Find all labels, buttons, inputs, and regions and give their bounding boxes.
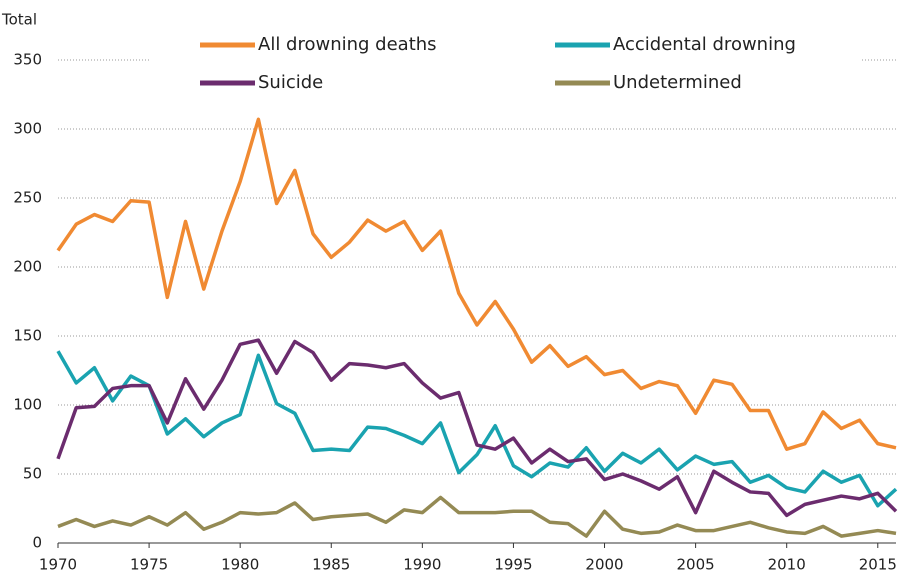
legend-label: Accidental drowning [613, 34, 796, 55]
y-tick-label: 0 [32, 534, 42, 552]
y-tick-label: 350 [13, 51, 42, 69]
y-tick-label: 250 [13, 189, 42, 207]
series-line [57, 495, 897, 538]
y-tick-label: 50 [23, 465, 42, 483]
x-tick-label: 2010 [768, 556, 806, 574]
series-line [56, 350, 898, 508]
y-tick-label: 150 [13, 327, 42, 345]
y-axis-title: Total [1, 11, 37, 29]
y-tick-label: 200 [13, 258, 42, 276]
x-tick-label: 2005 [677, 556, 715, 574]
series-line [56, 117, 897, 451]
x-tick-label: 1995 [494, 556, 532, 574]
legend-bg [150, 28, 862, 98]
x-tick-label: 1970 [39, 556, 77, 574]
legend-label: All drowning deaths [258, 34, 437, 55]
series-line [56, 338, 898, 518]
legend-label: Undetermined [613, 72, 742, 93]
x-tick-label: 1985 [312, 556, 350, 574]
legend-label: Suicide [258, 72, 323, 93]
x-tick-label: 2000 [585, 556, 623, 574]
x-tick-label: 2015 [859, 556, 897, 574]
y-tick-label: 100 [13, 396, 42, 414]
y-tick-label: 300 [13, 120, 42, 138]
x-tick-label: 1990 [403, 556, 441, 574]
x-tick-label: 1975 [130, 556, 168, 574]
x-tick-label: 1980 [221, 556, 259, 574]
